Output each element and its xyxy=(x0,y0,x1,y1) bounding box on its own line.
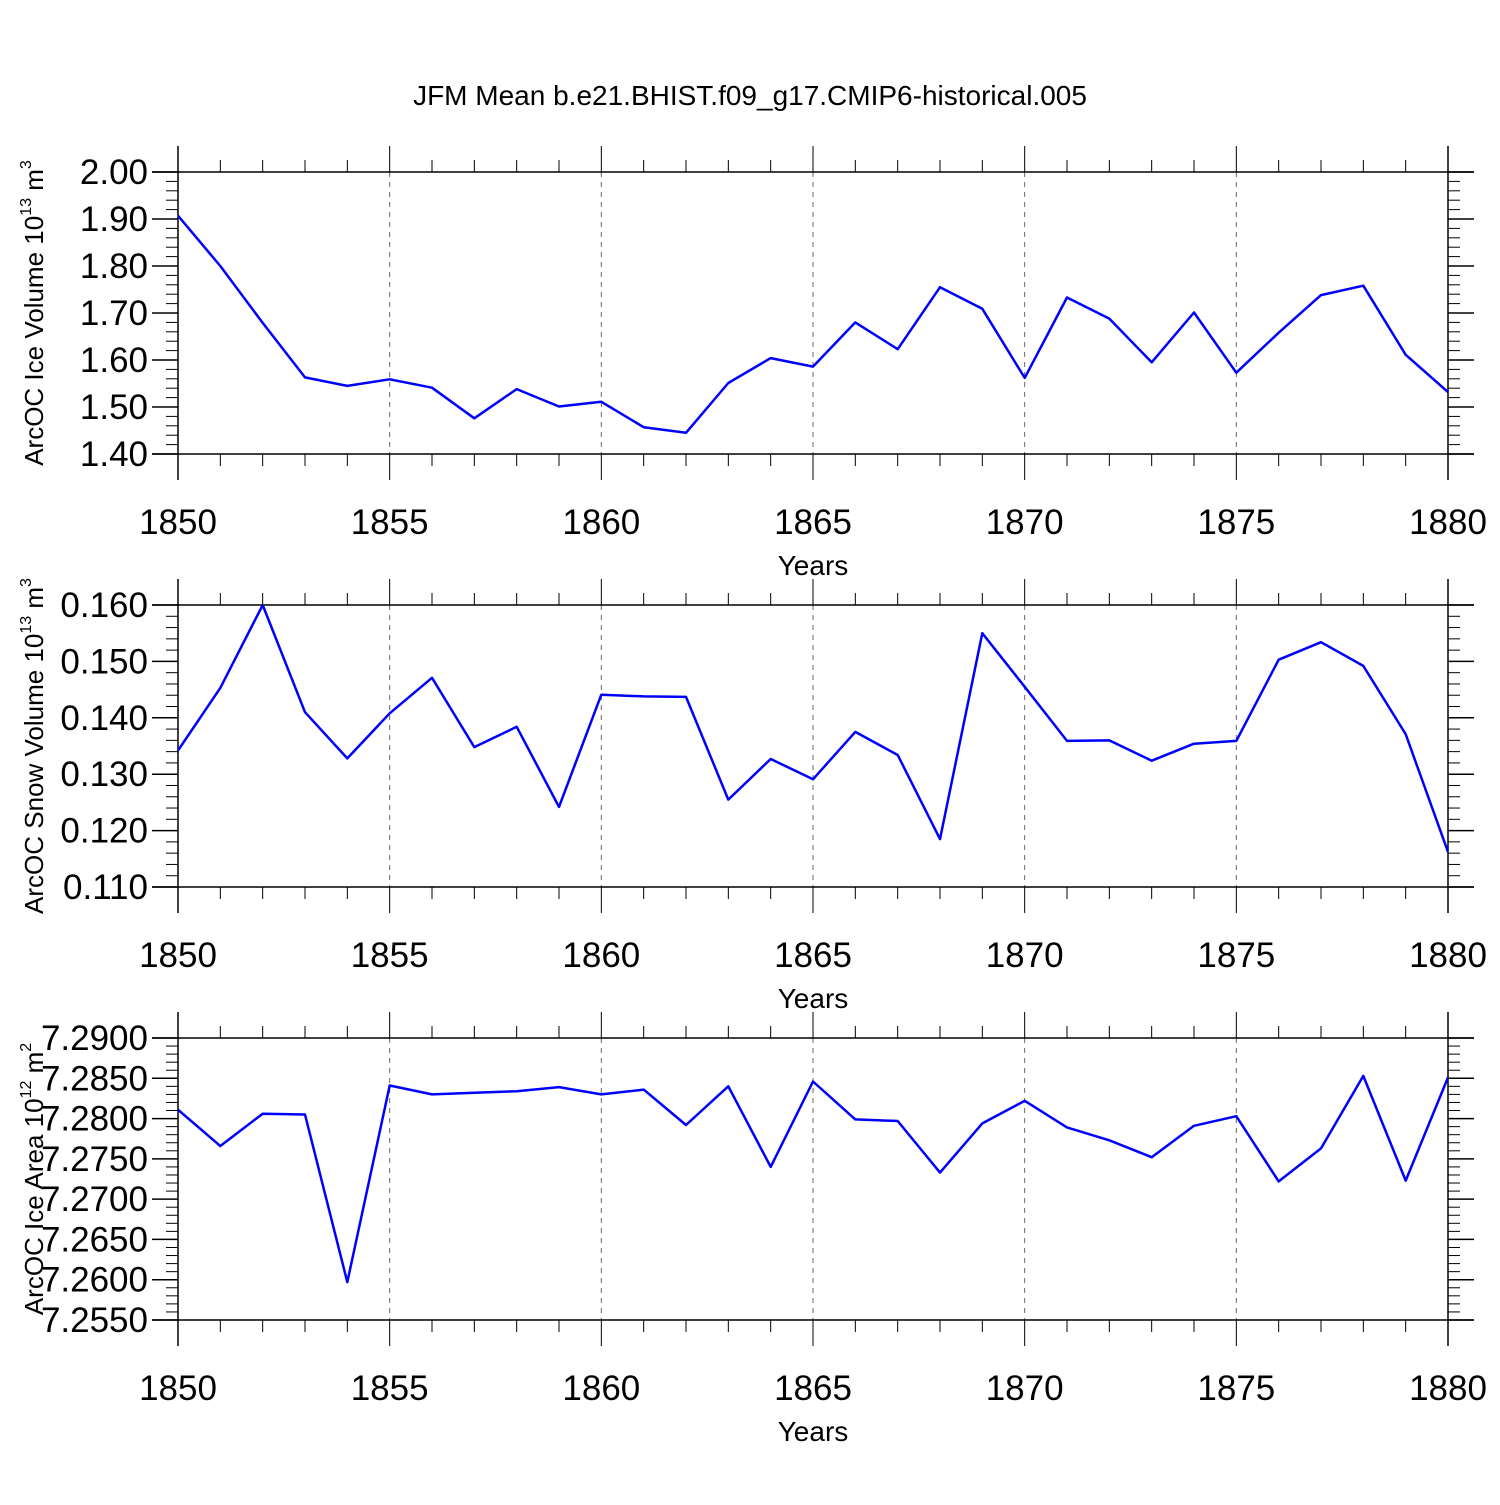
y-tick-label: 0.110 xyxy=(63,868,148,907)
series-line xyxy=(178,605,1448,853)
x-tick-label: 1865 xyxy=(774,503,852,542)
y-tick-label: 0.150 xyxy=(60,642,148,681)
y-axis-label: ArcOC Ice Area 1012 m2 xyxy=(18,1043,49,1315)
y-tick-label: 1.50 xyxy=(80,388,148,427)
x-tick-label: 1855 xyxy=(351,503,429,542)
chart-title: JFM Mean b.e21.BHIST.f09_g17.CMIP6-histo… xyxy=(413,80,1087,111)
y-axis-label: ArcOC Snow Volume 1013 m3 xyxy=(18,578,49,914)
y-tick-label: 7.2550 xyxy=(41,1301,148,1340)
x-tick-label: 1875 xyxy=(1197,936,1275,975)
x-tick-label: 1850 xyxy=(139,936,217,975)
x-axis-label: Years xyxy=(778,550,849,581)
y-tick-label: 7.2750 xyxy=(41,1140,148,1179)
x-tick-label: 1855 xyxy=(351,936,429,975)
y-tick-label: 1.80 xyxy=(80,247,148,286)
y-tick-label: 7.2800 xyxy=(41,1100,148,1139)
x-axis-label: Years xyxy=(778,983,849,1014)
x-tick-label: 1880 xyxy=(1409,503,1487,542)
x-tick-label: 1875 xyxy=(1197,1369,1275,1408)
series-line xyxy=(178,214,1448,435)
x-tick-label: 1870 xyxy=(986,503,1064,542)
x-tick-label: 1860 xyxy=(562,1369,640,1408)
x-tick-label: 1855 xyxy=(351,1369,429,1408)
y-tick-label: 0.130 xyxy=(60,755,148,794)
y-tick-label: 7.2700 xyxy=(41,1180,148,1219)
y-tick-label: 7.2650 xyxy=(41,1220,148,1259)
y-tick-label: 7.2600 xyxy=(41,1261,148,1300)
x-tick-label: 1850 xyxy=(139,503,217,542)
x-axis-label: Years xyxy=(778,1416,849,1447)
y-tick-label: 2.00 xyxy=(80,153,148,192)
panel-1: 1.40 1.50 1.60 1.70 1.80 1.90 2.00 1850 1855 1860… xyxy=(18,146,1487,581)
x-tick-label: 1875 xyxy=(1197,503,1275,542)
series-line xyxy=(178,1074,1448,1284)
y-tick-label: 1.60 xyxy=(80,341,148,380)
x-tick-label: 1880 xyxy=(1409,1369,1487,1408)
y-tick-label: 1.70 xyxy=(80,294,148,333)
y-tick-label: 0.120 xyxy=(60,812,148,851)
x-tick-label: 1865 xyxy=(774,1369,852,1408)
y-tick-label: 7.2900 xyxy=(41,1019,148,1058)
x-tick-label: 1860 xyxy=(562,503,640,542)
y-tick-label: 0.140 xyxy=(60,699,148,738)
x-tick-label: 1865 xyxy=(774,936,852,975)
y-tick-label: 1.40 xyxy=(80,435,148,474)
y-tick-label: 1.90 xyxy=(80,200,148,239)
y-tick-label: 7.2850 xyxy=(41,1059,148,1098)
x-tick-label: 1870 xyxy=(986,936,1064,975)
y-axis-label: ArcOC Ice Volume 1013 m3 xyxy=(18,160,49,466)
x-tick-label: 1870 xyxy=(986,1369,1064,1408)
x-tick-label: 1860 xyxy=(562,936,640,975)
x-tick-label: 1850 xyxy=(139,1369,217,1408)
panel-3: 7.25507.26007.26507.27007.27507.28007.28… xyxy=(18,1012,1487,1447)
x-tick-label: 1880 xyxy=(1409,936,1487,975)
panel-2: 0.110 0.120 0.130 0.140 0.150 0.160 1850 1855 18… xyxy=(18,578,1487,1014)
y-tick-label: 0.160 xyxy=(60,586,148,625)
